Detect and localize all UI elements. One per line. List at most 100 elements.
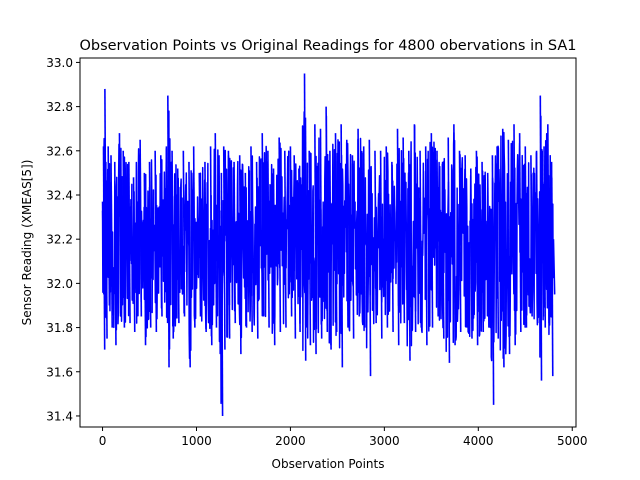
y-axis-ticks: 31.4 31.6 31.8 32.0 32.2 32.4 32.6 32.8 33.0 <box>46 56 80 423</box>
x-tick-label: 1000 <box>181 434 212 448</box>
series-extreme-range <box>107 146 111 306</box>
series-extreme-range <box>198 172 202 317</box>
series-extreme-range <box>192 146 196 328</box>
series-extreme-range <box>171 150 175 339</box>
series-extreme-range <box>272 168 276 346</box>
series-extreme-range <box>278 137 282 332</box>
series-extreme-range <box>362 146 366 328</box>
series-extreme-range <box>430 133 434 328</box>
series-extreme-range <box>314 124 317 355</box>
series-extreme-range <box>319 128 323 339</box>
series-extreme-range <box>547 124 550 324</box>
x-tick-label: 2000 <box>275 434 306 448</box>
series-extreme-range <box>552 239 556 295</box>
y-tick-label: 32.6 <box>46 144 73 158</box>
series-extreme-range <box>413 124 417 332</box>
series-extreme-range <box>222 146 226 350</box>
y-tick-label: 33.0 <box>46 56 73 70</box>
series-extreme-range <box>325 106 329 332</box>
series-extreme-range <box>402 137 406 324</box>
series-extreme-range <box>501 128 505 368</box>
series-extreme-range <box>496 146 500 339</box>
series-extreme-range <box>308 150 312 346</box>
plot-frame <box>79 57 577 428</box>
series-extreme-range <box>113 161 117 346</box>
series-extreme-range <box>214 133 218 328</box>
series-extreme-range <box>419 150 423 328</box>
series-extreme-range <box>289 146 293 317</box>
series-extreme-range <box>541 150 545 317</box>
series-extreme-range <box>334 133 338 332</box>
series-extreme-range <box>298 168 301 332</box>
series-extreme-range <box>391 161 394 332</box>
x-axis-label: Observation Points <box>272 457 385 471</box>
x-axis-ticks: 0 1000 2000 3000 4000 5000 <box>99 427 588 448</box>
series-extreme-range <box>118 133 122 317</box>
series-extreme-range <box>105 161 108 339</box>
series-extreme-range <box>255 161 259 339</box>
series-extreme-range <box>345 139 349 328</box>
series-extreme-range <box>530 155 533 317</box>
y-tick-label: 32.0 <box>46 277 73 291</box>
y-tick-label: 32.4 <box>46 188 73 202</box>
y-tick-label: 31.4 <box>46 409 73 423</box>
series-extremes <box>101 73 556 416</box>
series-extreme-range <box>227 150 231 339</box>
series-extreme-range <box>102 146 106 350</box>
series-extreme-range <box>424 146 428 346</box>
series-extreme-range <box>220 172 224 416</box>
series-extreme-range <box>283 150 287 328</box>
y-axis-label: Sensor Reading (XMEAS[5]) <box>20 160 34 326</box>
y-tick-label: 32.8 <box>46 100 73 114</box>
series-extreme-range <box>513 124 517 346</box>
series-extreme-range <box>396 128 400 346</box>
series-extreme-range <box>304 117 308 328</box>
series-extreme-range <box>182 150 186 317</box>
series-extreme-range <box>261 133 265 317</box>
series-extreme-range <box>407 150 411 361</box>
series-extreme-range <box>524 146 528 328</box>
y-tick-label: 31.6 <box>46 365 73 379</box>
series-extreme-range <box>218 155 222 355</box>
series-extreme-range <box>481 161 485 332</box>
series-extreme-range <box>154 150 158 332</box>
series-extreme-range <box>159 155 163 317</box>
series-extreme-range <box>475 150 479 346</box>
series-extreme-range <box>351 155 355 339</box>
series-extreme-range <box>110 155 113 328</box>
series-extreme-range <box>139 139 143 317</box>
series-extreme-range <box>293 155 297 339</box>
series-extreme-range <box>176 168 180 324</box>
series-extreme-range <box>385 146 389 328</box>
series-extreme-range <box>469 168 473 339</box>
series-extreme-range <box>143 172 147 346</box>
series-extreme-range <box>464 155 468 328</box>
series-extreme-range <box>447 137 451 363</box>
series-extreme-range <box>436 150 439 317</box>
series-extreme-range <box>209 146 213 346</box>
series-extreme-range <box>357 128 361 317</box>
series-extreme-range <box>550 161 554 377</box>
series-extreme-range <box>238 155 242 355</box>
series-extreme-range <box>128 161 131 324</box>
series-extreme-range <box>374 150 377 324</box>
series-extreme-range <box>507 139 511 355</box>
series-layer <box>101 73 556 416</box>
series-extreme-range <box>188 161 191 368</box>
y-tick-label: 32.2 <box>46 233 73 247</box>
chart-title: Observation Points vs Original Readings … <box>79 38 576 54</box>
series-extreme-range <box>441 161 445 339</box>
x-tick-label: 0 <box>99 434 107 448</box>
series-extreme-range <box>250 146 253 332</box>
series-extreme-range <box>379 150 383 339</box>
series-extreme-range <box>204 161 207 332</box>
series-extreme-range <box>535 150 539 324</box>
series-extreme-range <box>340 124 344 368</box>
x-tick-label: 3000 <box>369 434 400 448</box>
series-extreme-range <box>165 146 169 324</box>
series-extreme-range <box>518 133 522 332</box>
series-extreme-range <box>486 172 490 328</box>
series-extreme-range <box>132 177 136 332</box>
series-extreme-range <box>167 95 170 368</box>
